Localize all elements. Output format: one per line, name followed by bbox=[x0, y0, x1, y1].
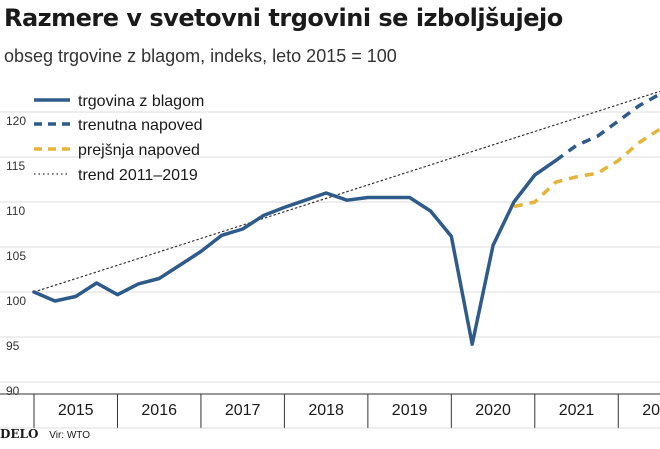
delo-logo: DELO bbox=[0, 427, 39, 441]
y-tick-label: 105 bbox=[6, 249, 26, 263]
y-axis-ticks: 90 95 100 105 110 115 120 bbox=[6, 114, 26, 398]
series-line-2 bbox=[513, 127, 660, 209]
y-tick-label: 90 bbox=[6, 384, 20, 398]
series-layer bbox=[32, 90, 660, 346]
y-tick-label: 95 bbox=[6, 339, 20, 353]
chart-subtitle: obseg trgovine z blagom, indeks, leto 20… bbox=[4, 46, 397, 66]
series-line-0 bbox=[32, 158, 558, 346]
x-axis bbox=[0, 393, 660, 429]
footer: DELO Vir: WTO bbox=[0, 427, 90, 441]
grid-layer bbox=[0, 111, 660, 383]
series-line-1 bbox=[554, 92, 660, 163]
x-tick-label: 2018 bbox=[308, 402, 344, 419]
chart-title: Razmere v svetovni trgovini se izboljšuj… bbox=[4, 4, 563, 32]
legend-label: trgovina z blagom bbox=[78, 93, 204, 110]
legend-label: prejšnja napoved bbox=[78, 142, 200, 159]
y-tick-label: 110 bbox=[6, 204, 25, 218]
x-tick-label: 2016 bbox=[141, 402, 177, 419]
legend-label: trenutna napoved bbox=[78, 117, 203, 134]
x-tick-label: 2017 bbox=[225, 402, 261, 419]
x-tick-label: 2022 bbox=[642, 402, 660, 419]
x-axis-ticks: 2015 2016 2017 2018 2019 2020 2021 2022 bbox=[58, 402, 660, 419]
x-tick-label: 2019 bbox=[392, 402, 428, 419]
series-line-3 bbox=[33, 90, 660, 293]
x-tick-label: 2015 bbox=[58, 402, 94, 419]
legend: trgovina z blagom trenutna napoved prejšnj… bbox=[34, 93, 204, 184]
x-tick-label: 2021 bbox=[559, 402, 595, 419]
source-label: Vir: WTO bbox=[49, 430, 90, 441]
y-tick-label: 120 bbox=[6, 114, 26, 128]
y-tick-label: 100 bbox=[6, 294, 26, 308]
x-tick-label: 2020 bbox=[475, 402, 511, 419]
y-tick-label: 115 bbox=[6, 159, 25, 173]
legend-label: trend 2011–2019 bbox=[78, 167, 198, 184]
